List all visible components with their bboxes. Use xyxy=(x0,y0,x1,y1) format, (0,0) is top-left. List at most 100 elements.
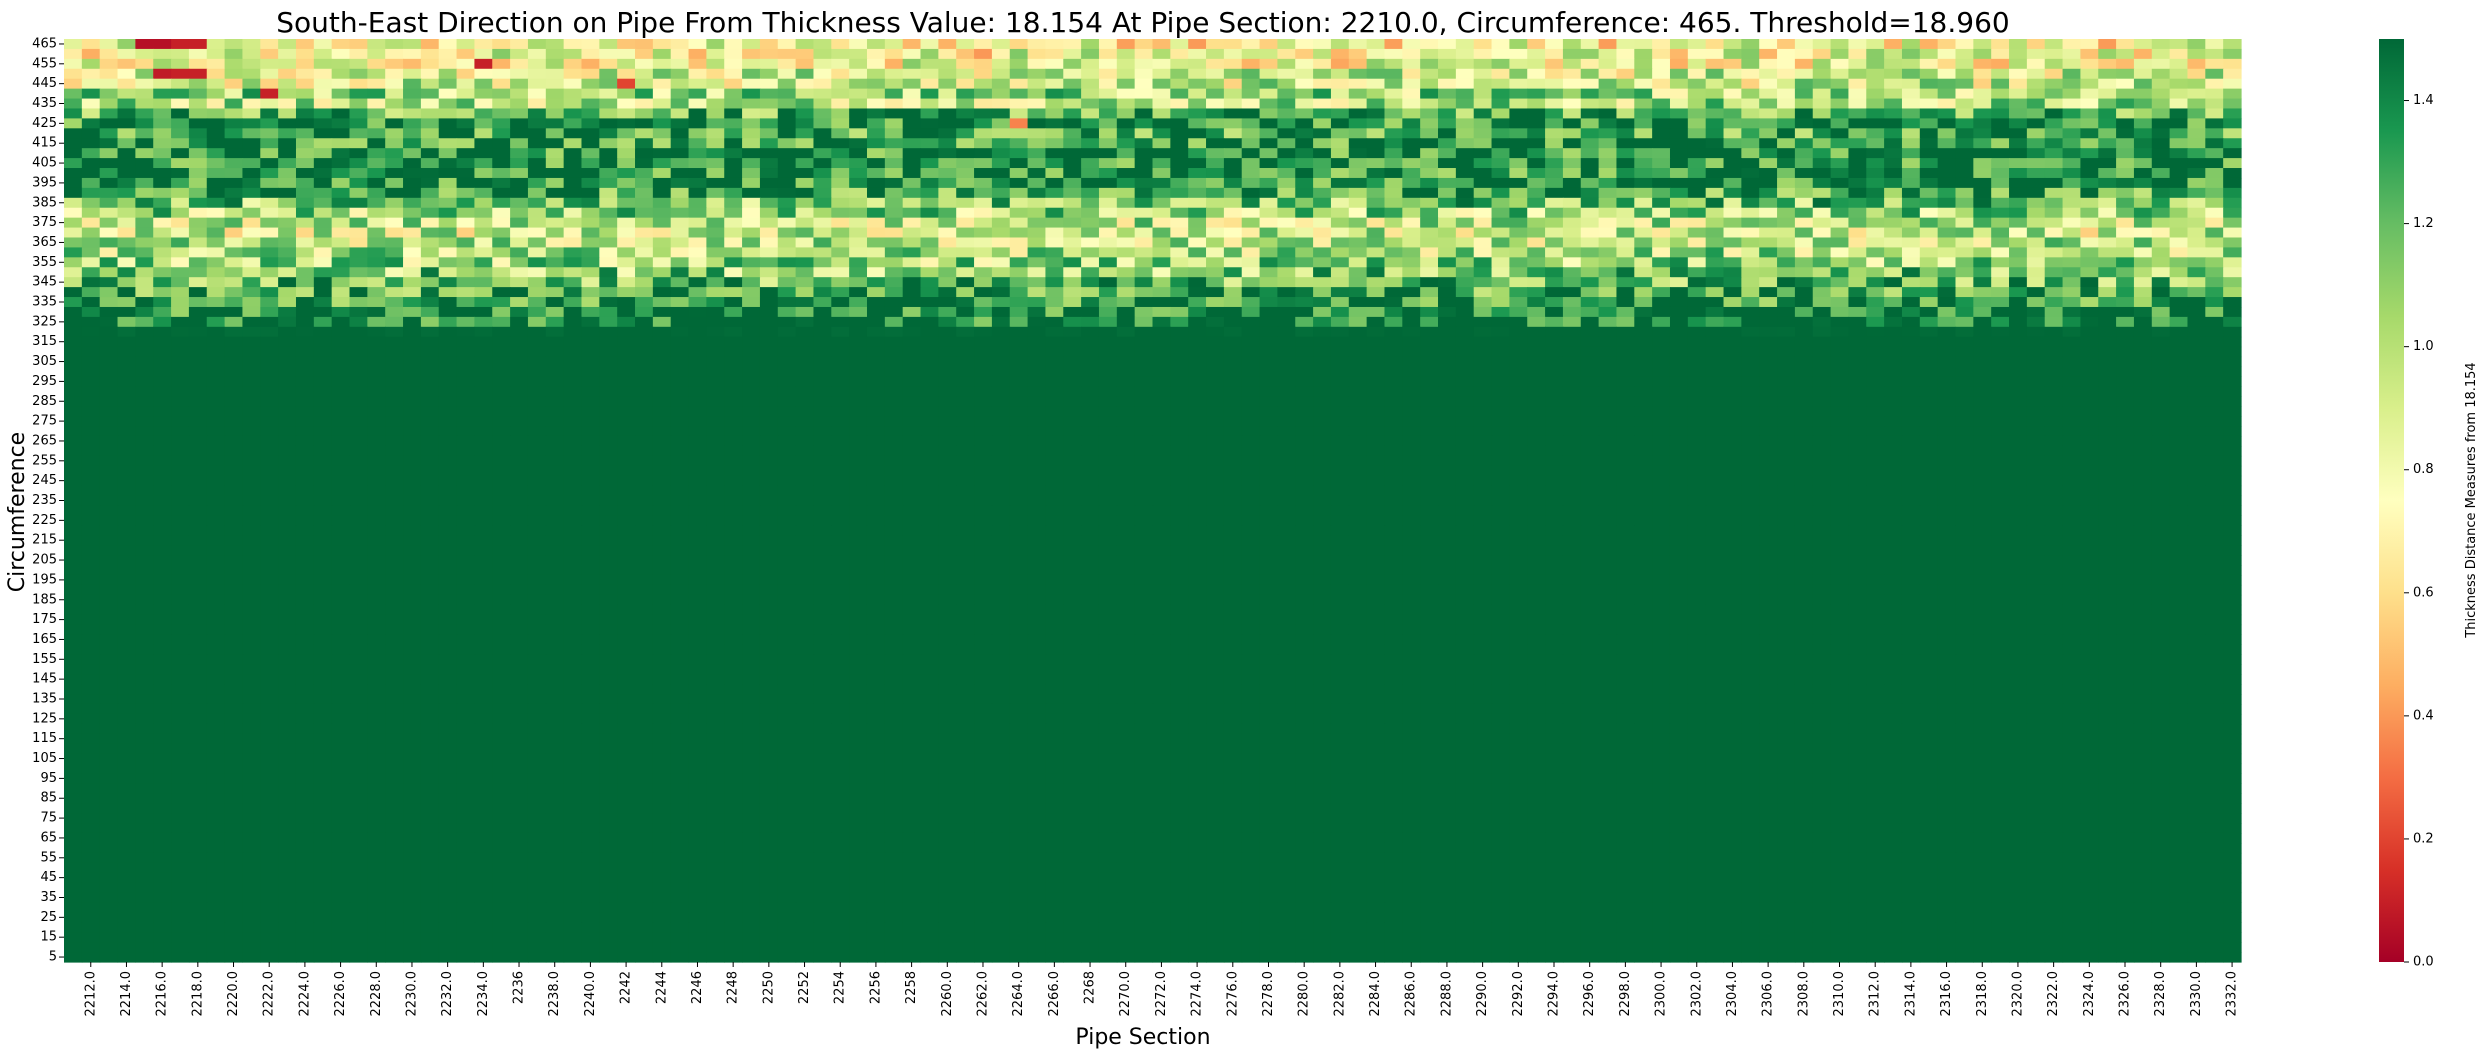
heatmap-cell xyxy=(2205,158,2224,169)
heatmap-cell xyxy=(99,68,119,80)
heatmap-cell xyxy=(1669,39,1689,50)
heatmap-cell xyxy=(1045,257,1064,268)
heatmap-cell xyxy=(1402,227,1421,239)
heatmap-cell xyxy=(1777,257,1796,268)
heatmap-cell xyxy=(759,435,779,447)
heatmap-cell xyxy=(849,48,868,60)
heatmap-cell xyxy=(1848,118,1867,129)
heatmap-cell xyxy=(1741,316,1760,328)
heatmap-cell xyxy=(1901,128,1921,139)
heatmap-cell xyxy=(1777,98,1796,110)
heatmap-cell xyxy=(1919,416,1939,427)
heatmap-cell xyxy=(1723,118,1742,129)
heatmap-cell xyxy=(1830,426,1850,437)
heatmap-cell xyxy=(510,138,529,149)
heatmap-cell xyxy=(456,416,476,427)
heatmap-cell xyxy=(2205,88,2224,100)
heatmap-cell xyxy=(1723,406,1742,417)
heatmap-cell xyxy=(706,386,725,397)
heatmap-cell xyxy=(1420,346,1439,358)
heatmap-cell xyxy=(1027,426,1047,437)
heatmap-cell xyxy=(171,316,190,328)
heatmap-cell xyxy=(2133,148,2153,159)
heatmap-cell xyxy=(2133,406,2153,417)
heatmap-cell xyxy=(1098,257,1118,268)
heatmap-cell xyxy=(1812,118,1832,129)
heatmap-cell xyxy=(1438,336,1457,348)
heatmap-cell xyxy=(2169,207,2189,219)
heatmap-cell xyxy=(2151,237,2171,249)
heatmap-cell xyxy=(759,68,779,80)
heatmap-cell xyxy=(2205,217,2224,229)
heatmap-cell xyxy=(2026,48,2046,60)
heatmap-cell xyxy=(563,58,583,70)
heatmap-cell xyxy=(1206,376,1225,387)
heatmap-cell xyxy=(1723,39,1742,50)
heatmap-cell xyxy=(1241,316,1261,328)
heatmap-cell xyxy=(224,177,244,189)
heatmap-cell xyxy=(742,148,761,159)
heatmap-cell xyxy=(1330,426,1350,437)
heatmap-cell xyxy=(492,426,511,437)
heatmap-cell xyxy=(991,426,1011,437)
heatmap-cell xyxy=(1848,88,1867,100)
heatmap-cell xyxy=(1991,356,2010,368)
heatmap-cell xyxy=(349,227,368,239)
heatmap-cell xyxy=(224,58,244,70)
heatmap-cell xyxy=(706,435,725,447)
heatmap-cell xyxy=(1116,326,1136,338)
heatmap-cell xyxy=(635,128,654,139)
heatmap-cell xyxy=(81,98,101,110)
heatmap-cell xyxy=(1188,177,1207,189)
heatmap-cell xyxy=(1866,158,1885,169)
heatmap-cell xyxy=(1330,168,1350,179)
heatmap-cell xyxy=(545,386,565,397)
heatmap-cell xyxy=(1973,168,1992,179)
heatmap-cell xyxy=(1901,346,1921,358)
heatmap-cell xyxy=(1330,257,1350,268)
heatmap-cell xyxy=(1616,207,1635,219)
heatmap-cell xyxy=(420,406,440,417)
heatmap-cell xyxy=(295,58,315,70)
heatmap-cell xyxy=(884,257,904,268)
heatmap-cell xyxy=(599,386,618,397)
heatmap-cell xyxy=(902,118,922,129)
heatmap-cell xyxy=(367,356,386,368)
heatmap-cell xyxy=(1509,406,1528,417)
heatmap-cell xyxy=(902,267,922,278)
heatmap-cell xyxy=(866,336,886,348)
heatmap-cell xyxy=(367,277,386,288)
heatmap-cell xyxy=(1812,108,1832,119)
heatmap-cell xyxy=(2062,207,2081,219)
heatmap-cell xyxy=(188,376,208,387)
heatmap-cell xyxy=(349,257,368,268)
heatmap-cell xyxy=(1063,187,1082,199)
heatmap-cell xyxy=(456,48,476,60)
heatmap-cell xyxy=(1206,88,1225,100)
heatmap-cell xyxy=(1741,58,1760,70)
heatmap-cell xyxy=(2026,227,2046,239)
heatmap-cell xyxy=(902,78,922,90)
heatmap-cell xyxy=(1830,346,1850,358)
heatmap-cell xyxy=(1098,247,1118,258)
heatmap-cell xyxy=(349,118,368,129)
heatmap-cell xyxy=(1848,426,1867,437)
heatmap-cell xyxy=(1759,48,1778,60)
heatmap-cell xyxy=(1652,396,1671,407)
heatmap-cell xyxy=(866,187,886,199)
heatmap-cell xyxy=(1295,316,1314,328)
heatmap-cell xyxy=(260,148,279,159)
heatmap-cell xyxy=(617,158,636,169)
heatmap-cell xyxy=(902,98,922,110)
heatmap-cell xyxy=(831,267,850,278)
heatmap-cell xyxy=(920,326,939,338)
heatmap-cell xyxy=(1527,297,1546,308)
heatmap-cell xyxy=(81,217,101,229)
heatmap-cell xyxy=(456,426,476,437)
heatmap-cell xyxy=(1973,108,1992,119)
heatmap-cell xyxy=(1598,158,1618,169)
heatmap-cell xyxy=(1598,287,1618,298)
heatmap-cell xyxy=(2169,316,2189,328)
heatmap-cell xyxy=(2187,376,2206,387)
heatmap-cell xyxy=(1919,366,1939,378)
